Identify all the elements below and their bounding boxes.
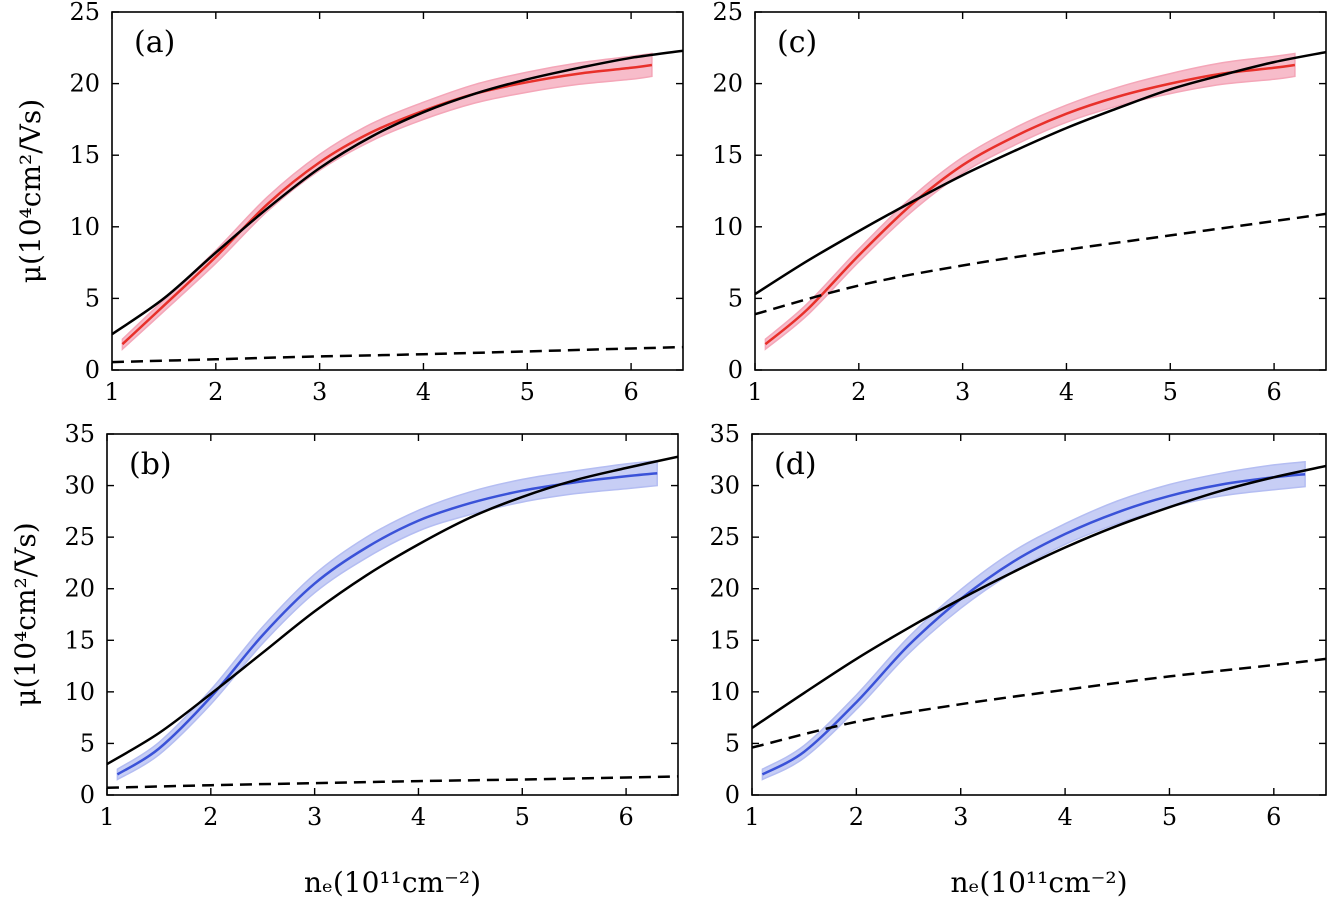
x-tick-label: 5 xyxy=(520,378,535,406)
plot-area xyxy=(755,50,1326,351)
plot-area xyxy=(107,455,678,790)
y-tick-label: 15 xyxy=(712,141,743,169)
error-band xyxy=(121,52,653,351)
y-tick-label: 20 xyxy=(709,575,740,603)
y-tick-label: 5 xyxy=(725,729,740,757)
measured-series-line xyxy=(121,63,653,346)
y-tick-label: 25 xyxy=(709,523,740,551)
y-tick-label: 10 xyxy=(64,678,95,706)
x-tick-label: 1 xyxy=(104,378,119,406)
y-tick-label: 5 xyxy=(80,729,95,757)
measured-series-line xyxy=(116,471,658,776)
x-tick-label: 4 xyxy=(416,378,431,406)
chart-panel: 1 2 3 4 5 6 0 5 10 15 20 25 (c) xyxy=(712,0,1327,406)
chart-panel: 1 2 3 4 5 6 0 5 10 15 20 25 (a) μ(10⁴cm²/Vs) xyxy=(14,0,684,406)
axes-frame xyxy=(751,433,1327,796)
y-tick-label: 15 xyxy=(709,626,740,654)
solid-series-line xyxy=(107,455,678,766)
y-tick-label: 0 xyxy=(85,356,100,384)
y-tick-label: 0 xyxy=(725,781,740,809)
y-tick-label: 30 xyxy=(709,472,740,500)
x-tick-label: 5 xyxy=(1162,803,1177,831)
x-tick-label: 3 xyxy=(307,803,322,831)
x-axis-title: nₑ(10¹¹cm⁻²) xyxy=(950,866,1127,899)
y-tick-label: 20 xyxy=(64,575,95,603)
x-tick-label: 4 xyxy=(1057,803,1072,831)
dashed-series-line xyxy=(755,212,1326,316)
y-axis-title: μ(10⁴cm²/Vs) xyxy=(14,99,47,283)
y-tick-label: 0 xyxy=(728,356,743,384)
panel-label: (a) xyxy=(134,25,175,60)
solid-series-line xyxy=(752,464,1326,730)
x-tick-label: 2 xyxy=(203,803,218,831)
x-tick-label: 2 xyxy=(208,378,223,406)
error-band xyxy=(764,52,1296,351)
chart-panel: 1 2 3 4 5 6 0 5 10 15 20 25 30 35 (b) μ(10⁴cm²/Vs) nₑ(10… xyxy=(9,420,679,899)
x-tick-label: 6 xyxy=(623,378,638,406)
y-tick-label: 5 xyxy=(728,284,743,312)
x-axis-title: nₑ(10¹¹cm⁻²) xyxy=(304,866,481,899)
y-tick-label: 35 xyxy=(64,420,95,448)
error-band xyxy=(116,459,658,781)
solid-series-line xyxy=(755,50,1326,296)
x-tick-label: 4 xyxy=(1059,378,1074,406)
x-tick-label: 1 xyxy=(747,378,762,406)
y-tick-label: 10 xyxy=(709,678,740,706)
y-axis-title: μ(10⁴cm²/Vs) xyxy=(9,522,42,706)
axes-frame xyxy=(106,433,679,796)
dashed-series-line xyxy=(752,657,1326,749)
y-tick-label: 20 xyxy=(712,70,743,98)
plot-area xyxy=(752,460,1326,781)
x-tick-label: 1 xyxy=(99,803,114,831)
x-tick-label: 1 xyxy=(744,803,759,831)
y-tick-label: 15 xyxy=(64,626,95,654)
x-tick-label: 3 xyxy=(955,378,970,406)
x-tick-label: 4 xyxy=(411,803,426,831)
error-band xyxy=(761,460,1306,781)
x-tick-label: 3 xyxy=(953,803,968,831)
x-tick-label: 5 xyxy=(515,803,530,831)
y-tick-label: 25 xyxy=(69,0,100,26)
axes-frame xyxy=(111,11,684,371)
x-tick-label: 2 xyxy=(851,378,866,406)
chart-panel: 1 2 3 4 5 6 0 5 10 15 20 25 30 35 (d) nₑ(10¹¹cm⁻²) xyxy=(709,420,1327,899)
measured-series-line xyxy=(761,472,1306,776)
y-tick-label: 15 xyxy=(69,141,100,169)
y-tick-label: 25 xyxy=(712,0,743,26)
panel-label: (d) xyxy=(774,447,817,482)
y-tick-label: 10 xyxy=(712,213,743,241)
y-tick-label: 10 xyxy=(69,213,100,241)
y-tick-label: 30 xyxy=(64,472,95,500)
x-tick-label: 2 xyxy=(849,803,864,831)
dashed-series-line xyxy=(112,345,683,364)
x-tick-label: 6 xyxy=(1266,803,1281,831)
y-tick-label: 20 xyxy=(69,70,100,98)
x-tick-label: 6 xyxy=(1266,378,1281,406)
x-tick-label: 6 xyxy=(618,803,633,831)
x-tick-label: 3 xyxy=(312,378,327,406)
solid-series-line xyxy=(112,49,683,336)
y-tick-label: 0 xyxy=(80,781,95,809)
y-tick-label: 5 xyxy=(85,284,100,312)
y-tick-label: 35 xyxy=(709,420,740,448)
dashed-series-line xyxy=(107,775,678,790)
plot-area xyxy=(112,49,683,364)
panel-label: (c) xyxy=(777,25,817,60)
measured-series-line xyxy=(764,63,1296,346)
axes-frame xyxy=(754,11,1327,371)
y-tick-label: 25 xyxy=(64,523,95,551)
x-tick-label: 5 xyxy=(1163,378,1178,406)
panel-label: (b) xyxy=(129,447,172,482)
